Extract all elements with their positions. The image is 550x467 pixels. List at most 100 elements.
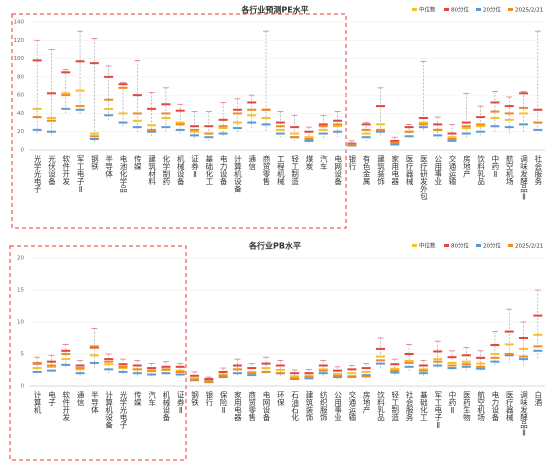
x-tick-label: 光伏设备 — [47, 154, 56, 187]
range-mark — [318, 132, 328, 135]
range-mark — [519, 358, 529, 361]
range-mark — [476, 123, 486, 126]
range-mark — [275, 372, 285, 375]
x-tick-label: 石油石化 — [290, 391, 299, 423]
x-tick-label: 航空机场 — [505, 154, 514, 187]
range-mark — [418, 117, 428, 119]
range-mark — [161, 117, 171, 119]
range-mark — [232, 127, 242, 130]
range-mark — [375, 123, 385, 126]
range-mark — [46, 119, 56, 122]
range-mark — [461, 125, 471, 128]
range-mark — [147, 373, 157, 376]
x-tick-label: 轻工制造 — [391, 390, 400, 423]
x-tick-label: 计算机 — [33, 390, 42, 415]
range-mark — [318, 364, 328, 367]
range-mark — [89, 62, 99, 65]
x-tick-label: 医疗器械 — [405, 155, 414, 187]
range-mark — [504, 343, 514, 346]
legend-swatch — [412, 244, 417, 247]
range-mark — [404, 135, 414, 138]
range-mark — [218, 373, 228, 376]
range-mark — [333, 123, 343, 126]
range-mark — [433, 350, 443, 353]
legend-label: 20分位 — [483, 6, 501, 14]
range-mark — [404, 353, 414, 355]
range-mark — [361, 123, 371, 126]
range-mark — [175, 365, 185, 368]
range-mark — [46, 92, 56, 95]
range-mark — [533, 333, 543, 336]
legend-label: 中位数 — [419, 6, 436, 14]
range-mark — [476, 116, 486, 119]
x-tick-label: 建筑装饰 — [376, 154, 385, 187]
range-mark — [418, 369, 428, 372]
range-mark — [504, 353, 514, 355]
range-mark — [147, 369, 157, 372]
range-mark — [504, 126, 514, 129]
range-mark — [46, 369, 56, 372]
range-mark — [390, 369, 400, 372]
range-mark — [132, 368, 142, 371]
x-tick-label: 软件开发 — [62, 390, 71, 423]
x-tick-label: 有色金属 — [362, 154, 371, 187]
x-tick-label: 房地产 — [362, 390, 371, 415]
x-tick-label: 电力设备 — [219, 154, 228, 187]
range-mark — [190, 130, 200, 133]
x-tick-label: 半导体 — [90, 390, 99, 415]
range-mark — [75, 108, 85, 111]
x-tick-label: 航空机场 — [476, 390, 485, 423]
range-mark — [490, 356, 500, 359]
range-mark — [347, 372, 357, 375]
x-tick-label: 商贸零售 — [262, 154, 271, 187]
x-tick-label: 传媒 — [133, 390, 142, 408]
range-mark — [504, 118, 514, 121]
x-tick-label: 保险Ⅱ — [219, 391, 228, 415]
x-tick-label: 光学光电子 — [119, 390, 128, 429]
range-mark — [118, 367, 128, 370]
x-tick-label: 环保 — [276, 391, 285, 408]
range-mark — [433, 123, 443, 126]
range-mark — [433, 358, 443, 361]
range-mark — [318, 368, 328, 371]
range-mark — [347, 143, 357, 146]
range-mark — [247, 372, 257, 375]
x-tick-label: 房地产 — [462, 154, 471, 179]
range-mark — [390, 143, 400, 146]
y-tick-label: 120 — [14, 38, 25, 44]
x-tick-label: 纺织服饰 — [319, 390, 328, 423]
range-mark — [247, 108, 257, 111]
y-tick-label: 5 — [21, 352, 25, 358]
range-mark — [304, 136, 314, 139]
range-mark — [375, 130, 385, 133]
x-tick-label: 汽车 — [147, 390, 156, 408]
x-tick-label: 医疗器械 — [505, 391, 514, 423]
legend-swatch — [444, 8, 449, 11]
range-mark — [361, 375, 371, 378]
x-tick-label: 计算机设备 — [104, 390, 113, 430]
range-mark — [318, 128, 328, 131]
range-mark — [519, 355, 529, 358]
range-mark — [61, 92, 71, 95]
range-mark — [89, 346, 99, 349]
range-mark — [519, 347, 529, 350]
range-mark — [490, 110, 500, 113]
range-mark — [204, 381, 214, 384]
range-mark — [290, 372, 300, 375]
x-tick-label: 银行 — [348, 155, 357, 172]
range-mark — [218, 118, 228, 121]
range-mark — [447, 361, 457, 364]
highlight-box — [11, 13, 347, 229]
range-mark — [218, 125, 228, 128]
range-mark — [490, 125, 500, 128]
legend-label: 80分位 — [451, 6, 469, 14]
range-mark — [504, 112, 514, 115]
x-tick-label: 建筑装饰 — [305, 390, 314, 423]
range-mark — [347, 376, 357, 379]
range-mark — [75, 105, 85, 108]
range-mark — [204, 136, 214, 139]
x-tick-label: 电网设备 — [333, 154, 342, 187]
range-mark — [275, 125, 285, 128]
range-mark — [261, 117, 271, 119]
range-mark — [447, 132, 457, 135]
